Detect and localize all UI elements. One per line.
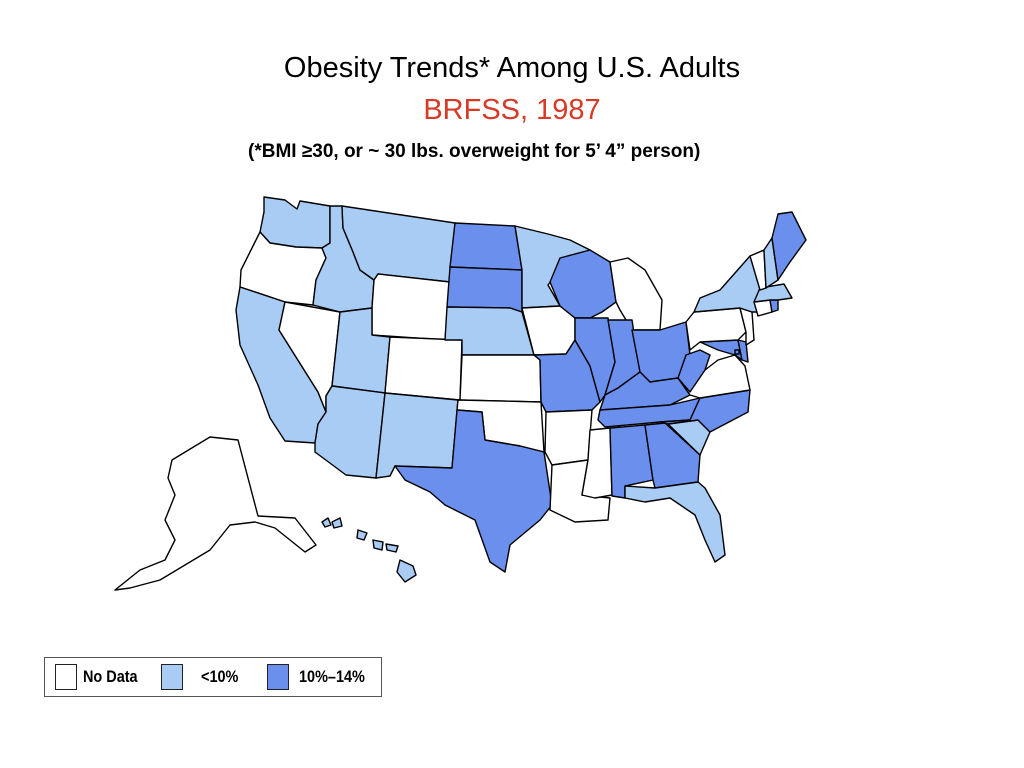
legend-label-no-data: No Data	[83, 667, 138, 686]
state-ri	[769, 299, 779, 313]
state-nd	[449, 222, 523, 271]
state-hi	[385, 543, 399, 553]
state-co	[384, 336, 463, 401]
state-wa	[259, 196, 331, 249]
legend-label-10-14: 10%–14%	[299, 667, 365, 686]
map-legend: No Data <10% 10%–14%	[44, 657, 382, 697]
legend-swatch-under-10	[161, 664, 183, 690]
state-mi	[609, 257, 663, 331]
map-title: Obesity Trends* Among U.S. Adults	[283, 52, 741, 84]
state-hi	[331, 517, 343, 529]
state-sd	[446, 266, 523, 313]
state-wv	[677, 349, 711, 393]
state-nm	[375, 392, 459, 479]
state-fl	[624, 481, 726, 563]
state-ak	[114, 436, 317, 591]
map-subtitle: BRFSS, 1987	[423, 94, 601, 126]
state-de	[737, 339, 749, 363]
state-tx	[394, 409, 553, 573]
state-ar	[544, 409, 593, 466]
legend-item-no-data: No Data	[55, 664, 161, 690]
state-hi	[396, 559, 417, 583]
state-az	[314, 385, 386, 479]
state-me	[771, 211, 807, 281]
legend-item-under-10: <10%	[161, 664, 267, 690]
state-ks	[459, 354, 542, 403]
state-hi	[356, 529, 368, 541]
legend-swatch-10-14	[267, 664, 289, 690]
state-ct	[753, 299, 773, 317]
state-wi	[549, 249, 617, 319]
state-mo	[533, 339, 601, 413]
state-hi	[372, 539, 384, 551]
state-dc	[734, 349, 740, 355]
legend-swatch-no-data	[55, 664, 77, 690]
legend-label-under-10: <10%	[201, 667, 239, 686]
state-hi	[321, 517, 332, 528]
state-va	[677, 354, 751, 399]
state-wy	[371, 273, 451, 341]
bmi-footnote: (*BMI ≥30, or ~ 30 lbs. overweight for 5…	[248, 141, 701, 162]
legend-item-10-14: 10%–14%	[267, 664, 377, 690]
